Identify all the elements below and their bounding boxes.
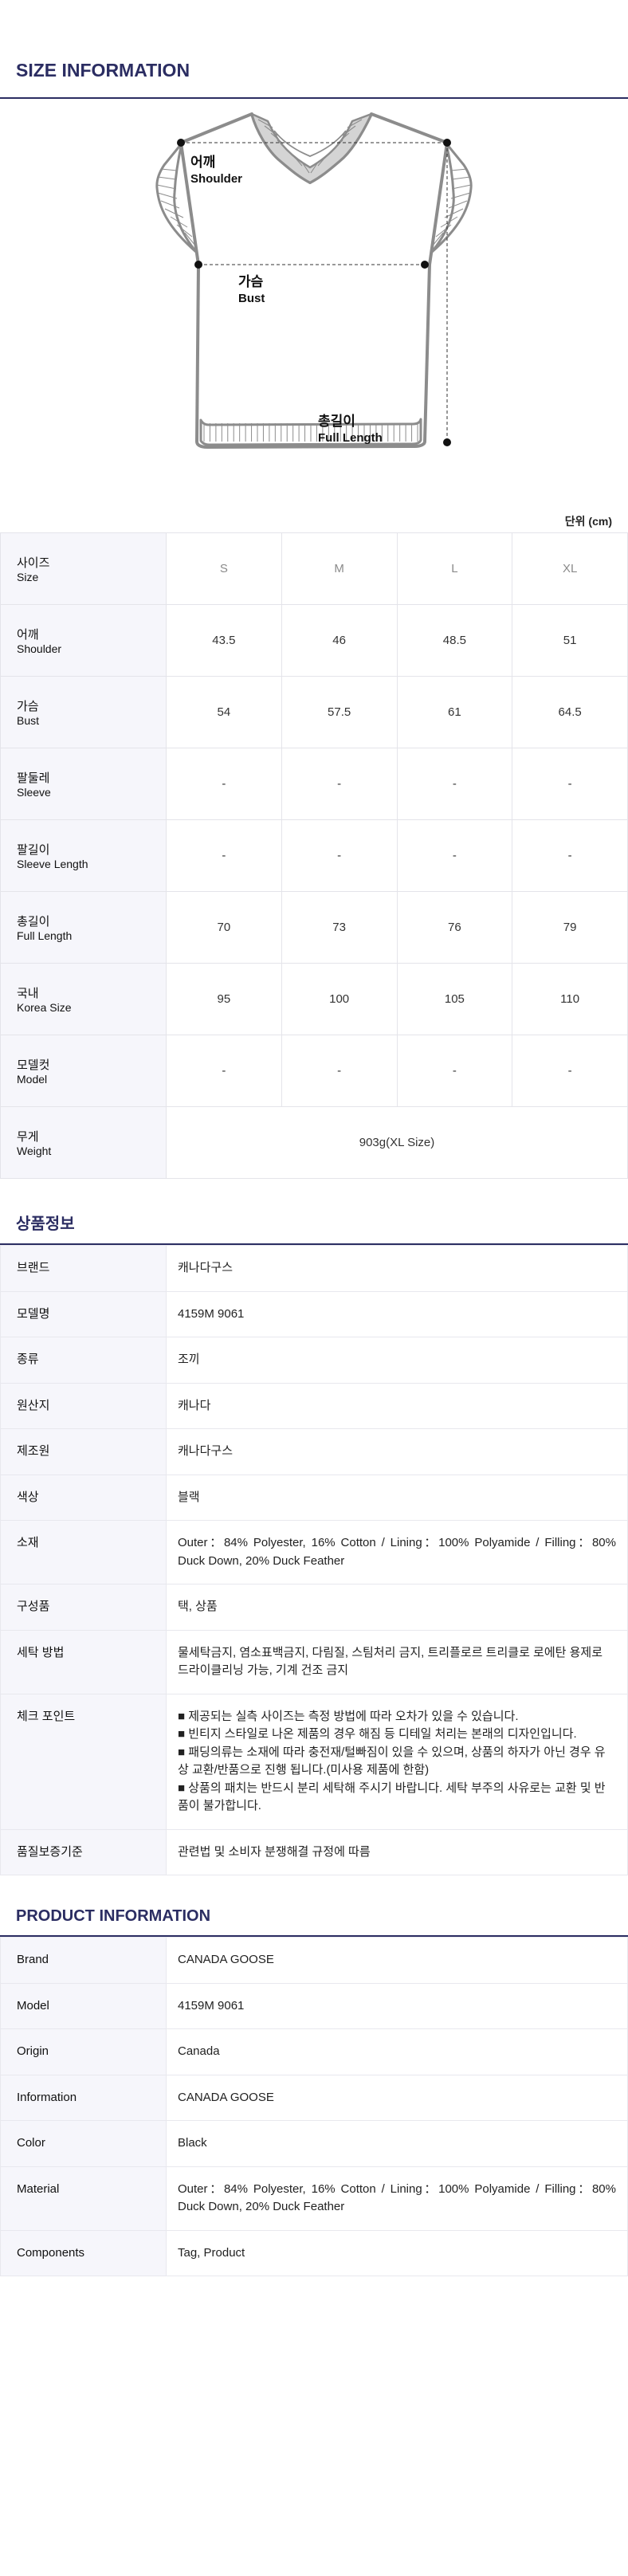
svg-text:총길이: 총길이 [318, 414, 355, 429]
svg-text:Bust: Bust [238, 292, 265, 305]
svg-text:가슴: 가슴 [238, 274, 264, 289]
svg-text:Full Length: Full Length [318, 431, 383, 445]
svg-text:어깨: 어깨 [190, 155, 215, 170]
svg-text:Shoulder: Shoulder [190, 172, 242, 186]
